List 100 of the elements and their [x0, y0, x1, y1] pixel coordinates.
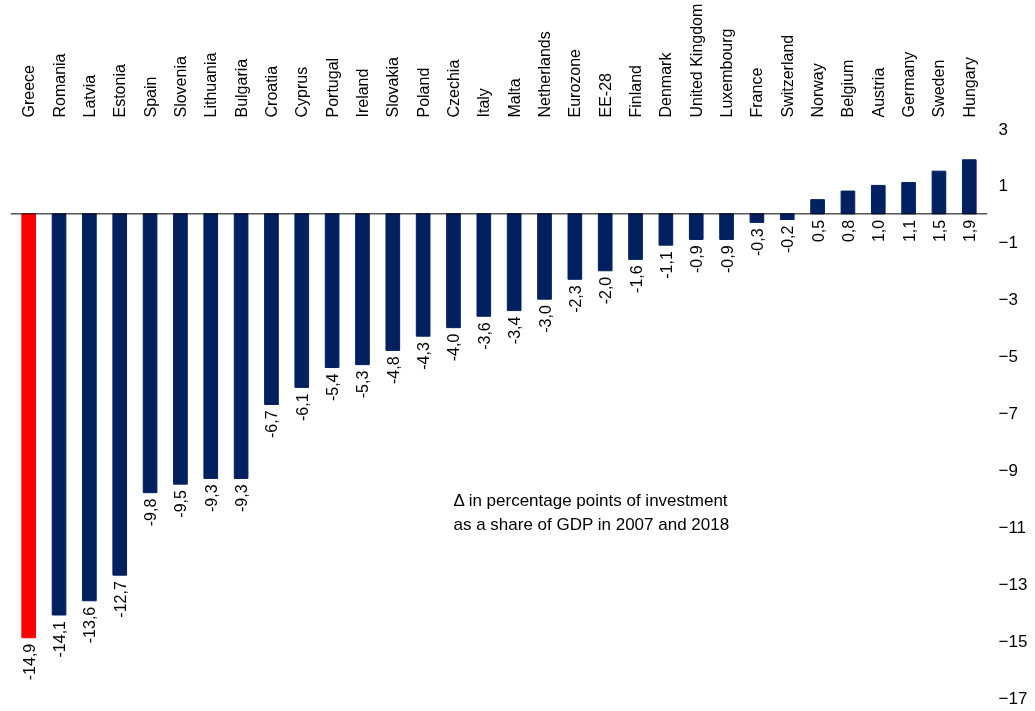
data-label: -14,1	[51, 620, 69, 658]
x-tick-label: Germany	[900, 51, 918, 118]
bar	[385, 213, 401, 351]
y-tick-label: −9	[998, 460, 1018, 480]
y-tick-label: −7	[998, 404, 1018, 423]
data-label: -4,3	[415, 342, 433, 370]
data-label: -3,0	[536, 305, 554, 333]
y-tick-label: 3	[998, 119, 1008, 139]
x-tick-label: Croatia	[262, 65, 280, 118]
x-tick-label: Ireland	[353, 68, 371, 118]
bar	[870, 184, 886, 215]
bar	[415, 213, 431, 337]
bar	[142, 213, 158, 494]
x-tick-label: Czechia	[444, 59, 462, 118]
x-tick-label: United Kingdom	[687, 3, 705, 118]
bar	[658, 213, 674, 246]
bar	[931, 170, 947, 215]
bar	[810, 199, 825, 215]
y-tick-label: −1	[998, 233, 1018, 253]
y-tick-label: −17	[998, 688, 1028, 708]
bar	[21, 213, 37, 639]
y-tick-label: −15	[998, 631, 1028, 651]
data-label: -9,8	[142, 498, 160, 527]
bar	[233, 213, 249, 479]
y-tick-label: −11	[998, 517, 1027, 537]
data-label: -12,7	[111, 581, 129, 618]
data-label: -3,4	[506, 316, 524, 345]
x-tick-label: Austria	[869, 67, 887, 118]
y-tick-label: −5	[998, 347, 1018, 367]
bar	[294, 213, 310, 388]
bar	[628, 213, 643, 260]
data-label: -0,3	[748, 228, 766, 256]
data-label: -9,5	[172, 490, 190, 518]
data-label: -5,3	[354, 370, 372, 399]
data-label: -9,3	[202, 484, 220, 513]
bar	[203, 213, 219, 479]
x-tick-label: Finland	[627, 65, 645, 118]
bar	[324, 213, 340, 368]
data-label: -2,3	[566, 285, 584, 313]
data-label: 1,9	[961, 219, 979, 243]
bar	[688, 213, 704, 240]
x-tick-label: Italy	[475, 88, 493, 118]
data-label: 1,5	[930, 219, 948, 243]
x-tick-label: Spain	[141, 76, 159, 118]
data-label: -0,9	[718, 245, 736, 274]
bar	[537, 213, 552, 300]
bar	[264, 213, 279, 405]
data-label: -0,9	[688, 245, 706, 274]
x-tick-label: Portugal	[323, 57, 341, 118]
bar	[901, 182, 916, 215]
data-label: 1,1	[900, 219, 918, 243]
data-label: -6,7	[263, 410, 281, 439]
x-tick-label: Slovakia	[384, 56, 402, 118]
data-label: -14,9	[20, 643, 38, 681]
x-tick-label: France	[748, 67, 766, 118]
bar	[51, 213, 67, 616]
annotation: Δ in percentage points of investment	[453, 490, 728, 510]
data-label: -5,4	[324, 373, 342, 402]
bar	[567, 213, 583, 280]
x-tick-label: Switzerland	[778, 34, 796, 118]
x-tick-label: Greece	[20, 64, 38, 118]
data-label: -1,6	[627, 265, 645, 293]
x-tick-label: Poland	[414, 67, 432, 118]
bar	[961, 159, 977, 215]
x-tick-label: Belgium	[839, 59, 857, 118]
bar	[446, 213, 461, 329]
bar	[597, 213, 613, 272]
x-tick-label: Sweden	[930, 59, 948, 118]
data-label: 1,0	[870, 219, 888, 243]
data-label: -6,1	[293, 393, 311, 421]
bar	[506, 213, 522, 312]
y-tick-label: −13	[998, 574, 1028, 594]
x-tick-label: Luxembourg	[718, 28, 736, 118]
bar	[112, 213, 128, 576]
x-tick-label: Norway	[809, 63, 827, 118]
y-tick-label: 1	[998, 176, 1008, 196]
x-tick-label: Slovenia	[171, 56, 189, 118]
data-label: -1,1	[657, 251, 675, 279]
x-tick-label: Netherlands	[536, 31, 554, 118]
data-label: -13,6	[81, 606, 99, 644]
bar	[719, 213, 734, 240]
y-tick-label: −3	[998, 290, 1018, 310]
data-label: 0,8	[839, 219, 857, 243]
data-label: -3,6	[475, 322, 493, 350]
data-label: -4,0	[445, 333, 463, 362]
bar	[840, 190, 856, 215]
x-tick-label: Romania	[50, 53, 68, 118]
data-label: -0,2	[779, 225, 797, 254]
x-tick-label: Lithuania	[202, 52, 220, 118]
bar	[173, 213, 188, 485]
bar	[82, 213, 97, 602]
x-tick-label: Latvia	[80, 74, 98, 118]
bar	[355, 213, 370, 366]
data-label: -9,3	[233, 484, 251, 513]
x-tick-label: EE-28	[596, 72, 614, 118]
x-tick-label: Estonia	[111, 64, 129, 118]
x-tick-label: Malta	[505, 78, 523, 118]
annotation: as a share of GDP in 2007 and 2018	[453, 514, 730, 534]
x-tick-label: Hungary	[960, 57, 978, 118]
data-label: 0,5	[809, 219, 827, 243]
